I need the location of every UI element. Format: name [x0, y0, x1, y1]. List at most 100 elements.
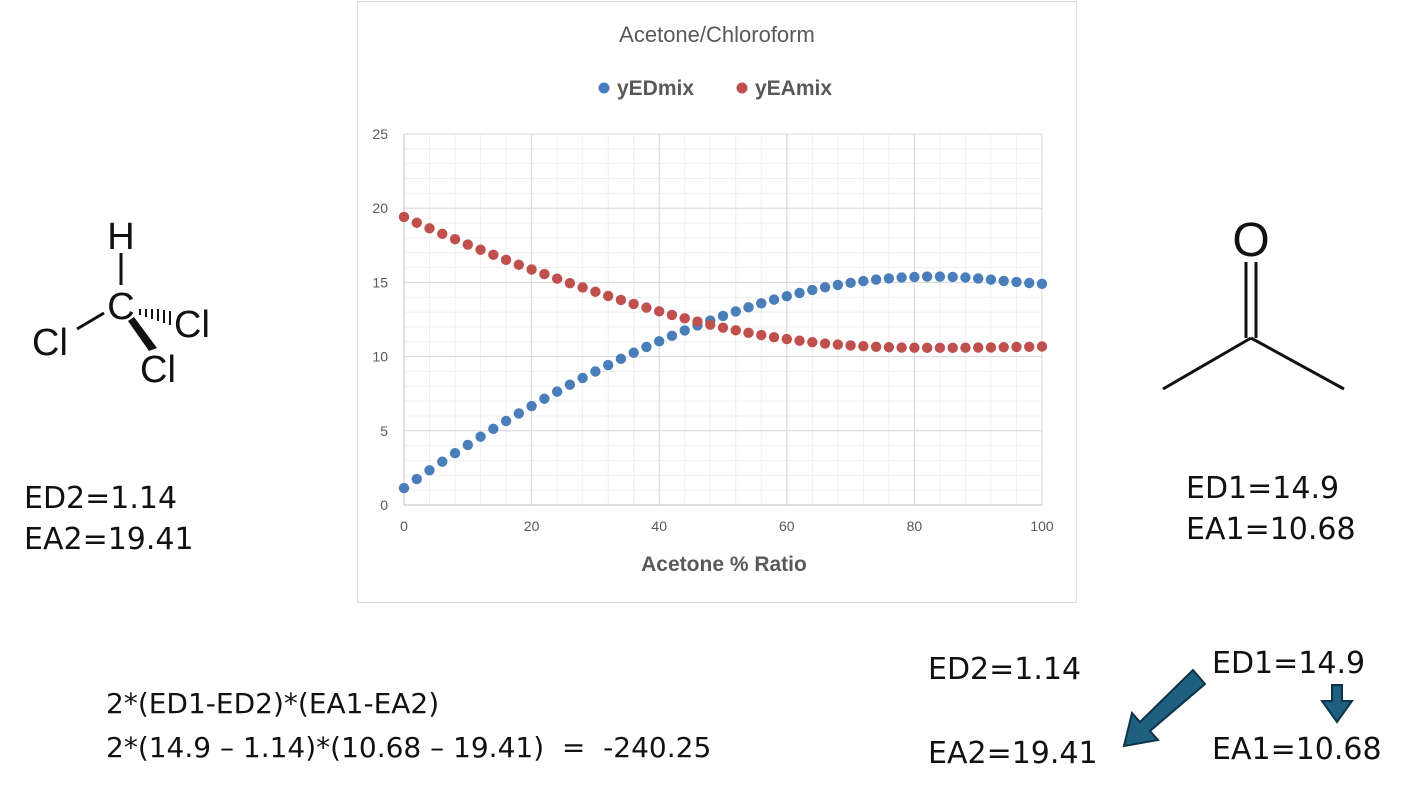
yEDmix-point: [654, 336, 665, 347]
yEDmix-point: [513, 408, 525, 419]
yEAmix-point: [1011, 341, 1022, 353]
down-arrow-icon: [1320, 684, 1354, 724]
tick-labels: 0 5 10 15 20 25 0 20 40 60 80 100: [372, 126, 1053, 534]
y-tick-label: 20: [372, 200, 388, 216]
x-tick-label: 0: [400, 518, 408, 534]
yEAmix-point: [794, 335, 805, 346]
atom-cl-bottom: Cl: [140, 349, 176, 391]
hashed-bond-c-cl-right: [139, 309, 171, 325]
yEDmix-point: [564, 379, 576, 390]
atom-h: H: [107, 216, 134, 258]
yEAmix-point: [615, 294, 627, 306]
yEAmix-point: [437, 228, 448, 240]
yEAmix-point: [832, 339, 844, 350]
yEAmix-point: [462, 239, 473, 250]
yEDmix-point: [602, 359, 614, 371]
yEDmix-point: [1011, 276, 1022, 288]
yEDmix-point: [500, 415, 512, 427]
yEAmix-point: [602, 290, 614, 302]
x-tick-label: 100: [1030, 518, 1054, 534]
bond-c-cl-left: [76, 311, 105, 331]
yEAmix-point: [947, 342, 958, 354]
yEDmix-point: [794, 287, 805, 299]
pairing-ea2: EA2=19.41: [928, 736, 1098, 771]
x-tick-label: 80: [907, 518, 923, 534]
yEDmix-point: [896, 272, 907, 283]
y-tick-label: 5: [380, 423, 388, 439]
pairing-ed1: ED1=14.9: [1212, 646, 1366, 681]
yEAmix-point: [870, 341, 882, 353]
x-tick-label: 20: [524, 518, 540, 534]
yEDmix-point: [832, 279, 844, 291]
yEDmix-point: [934, 271, 946, 282]
legend-marker-yEDmix: [598, 82, 610, 94]
yEDmix-point: [449, 448, 461, 459]
yEAmix-point: [539, 268, 550, 280]
yEDmix-point: [615, 353, 627, 365]
yEAmix-point: [590, 286, 601, 297]
yEDmix-point: [743, 302, 754, 313]
yEDmix-point: [641, 341, 652, 353]
yEDmix-point: [1024, 277, 1035, 289]
yEAmix-point: [807, 337, 818, 348]
yEDmix-point: [870, 274, 882, 285]
chloroform-structure: H C Cl Cl Cl: [32, 216, 210, 391]
yEAmix-point: [564, 277, 576, 289]
chloroform-ea-label: EA2=19.41: [24, 522, 194, 557]
yEAmix-point: [475, 244, 486, 255]
yEDmix-point: [590, 366, 601, 377]
yEDmix-point: [960, 272, 971, 283]
chart-panel: 0 5 10 15 20 25 0 20 40 60 80 100 Acetone/Chlorofor…: [357, 1, 1077, 603]
yEDmix-point: [921, 271, 933, 282]
yEAmix-point: [909, 342, 920, 353]
yEAmix-point: [488, 249, 499, 260]
data-points: [398, 211, 1048, 494]
yEAmix-point: [1024, 341, 1035, 353]
yEDmix-point: [1036, 278, 1048, 290]
yEAmix-point: [883, 342, 895, 353]
yEDmix-point: [730, 306, 741, 317]
formula-line-2: 2*(14.9 – 1.14)*(10.68 – 19.41) = -240.2…: [106, 731, 712, 764]
yEAmix-point: [679, 313, 690, 324]
yEAmix-point: [705, 319, 716, 330]
x-axis-label: Acetone % Ratio: [641, 553, 807, 576]
yEDmix-point: [577, 372, 588, 384]
yEAmix-point: [896, 342, 907, 353]
axes: [403, 134, 1042, 506]
yEAmix-point: [449, 234, 461, 245]
pairing-arrows: [1122, 668, 1354, 748]
yEAmix-point: [500, 254, 512, 266]
yEAmix-point: [717, 322, 729, 333]
yEAmix-point: [985, 342, 997, 353]
pairing-ed2: ED2=1.14: [928, 652, 1082, 687]
yEDmix-point: [411, 473, 422, 485]
bond-right-methyl: [1250, 336, 1345, 391]
yEAmix-point: [845, 340, 856, 351]
yEDmix-point: [985, 274, 997, 285]
yEAmix-point: [973, 342, 984, 353]
yEDmix-point: [717, 310, 729, 322]
yEDmix-point: [475, 431, 486, 442]
pairing-ea1: EA1=10.68: [1212, 732, 1382, 767]
yEAmix-point: [998, 342, 1009, 353]
atom-cl-right: Cl: [174, 304, 210, 346]
yEAmix-point: [960, 342, 971, 353]
yEAmix-point: [551, 273, 563, 284]
yEAmix-point: [730, 325, 741, 336]
yEDmix-point: [781, 291, 792, 302]
yEDmix-point: [628, 347, 639, 358]
yEAmix-point: [654, 306, 665, 317]
y-tick-label: 10: [372, 349, 388, 365]
yEAmix-point: [513, 259, 525, 270]
yEAmix-point: [858, 341, 869, 352]
yEDmix-point: [845, 277, 856, 289]
yEAmix-point: [1036, 341, 1048, 352]
yEAmix-point: [934, 342, 946, 354]
yEDmix-point: [666, 330, 678, 342]
yEAmix-point: [768, 331, 780, 343]
legend: yEDmix yEAmix: [598, 77, 832, 100]
acetone-ea-label: EA1=10.68: [1186, 512, 1356, 547]
yEAmix-point: [921, 342, 933, 354]
x-tick-label: 60: [779, 518, 795, 534]
yEAmix-point: [411, 217, 422, 228]
